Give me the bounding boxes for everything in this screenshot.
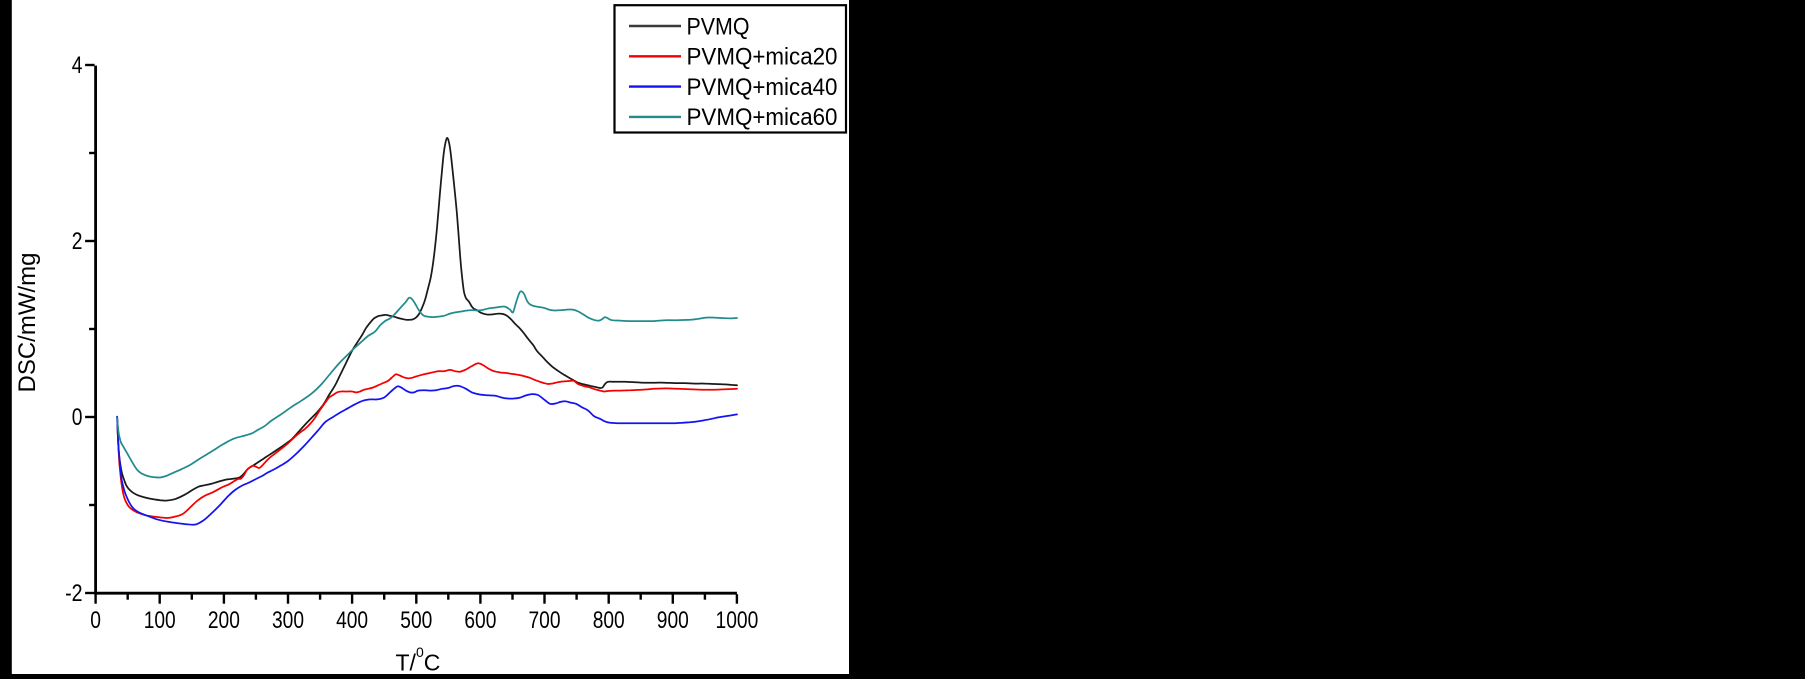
svg-text:4: 4 bbox=[72, 52, 83, 79]
svg-text:200: 200 bbox=[208, 607, 240, 634]
svg-text:PVMQ+mica20: PVMQ+mica20 bbox=[687, 44, 838, 71]
svg-text:500: 500 bbox=[400, 607, 432, 634]
svg-text:T/0C: T/0C bbox=[396, 644, 441, 674]
svg-text:1000: 1000 bbox=[716, 607, 759, 634]
svg-text:PVMQ+mica40: PVMQ+mica40 bbox=[687, 74, 838, 101]
svg-text:PVMQ+mica60: PVMQ+mica60 bbox=[687, 104, 838, 131]
svg-text:-2: -2 bbox=[65, 580, 82, 607]
svg-text:900: 900 bbox=[657, 607, 689, 634]
svg-text:PVMQ: PVMQ bbox=[687, 13, 750, 40]
svg-text:400: 400 bbox=[336, 607, 368, 634]
svg-text:100: 100 bbox=[144, 607, 176, 634]
svg-text:800: 800 bbox=[593, 607, 625, 634]
svg-text:700: 700 bbox=[529, 607, 561, 634]
svg-text:0: 0 bbox=[90, 607, 101, 634]
svg-text:300: 300 bbox=[272, 607, 304, 634]
svg-text:2: 2 bbox=[72, 228, 83, 255]
svg-text:DSC/mW/mg: DSC/mW/mg bbox=[14, 253, 41, 393]
svg-text:600: 600 bbox=[464, 607, 496, 634]
svg-text:0: 0 bbox=[72, 404, 83, 431]
